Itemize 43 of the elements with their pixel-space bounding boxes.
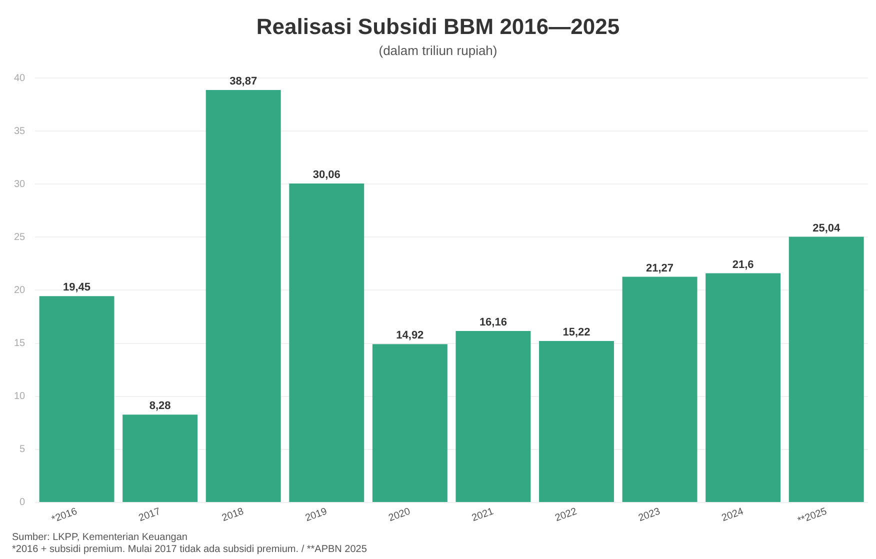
bar <box>289 183 364 502</box>
bar <box>456 330 531 502</box>
y-tick-label: 10 <box>14 391 26 402</box>
bar <box>372 344 448 502</box>
x-tick-label: 2019 <box>304 506 330 524</box>
y-tick-label: 5 <box>20 444 26 456</box>
data-label: 21,27 <box>646 262 674 274</box>
text: *2016 + subsidi premium. Mulai 2017 tidak ada subsidi premium. / **APBN 2025 <box>12 544 367 556</box>
x-tick-label: 2023 <box>637 506 662 524</box>
y-tick-label: 25 <box>14 232 26 243</box>
y-tick-label: 15 <box>14 338 26 350</box>
y-tick-label: 30 <box>14 178 26 190</box>
chart-title: Realisasi Subsidi BBM 2016—2025 <box>255 14 621 40</box>
x-tick-label: 2017 <box>137 506 162 524</box>
x-tick-label: 2021 <box>470 506 496 524</box>
data-label: 30,06 <box>312 169 340 182</box>
data-label: 19,45 <box>63 282 91 294</box>
data-label: 25,04 <box>812 222 841 234</box>
x-tick-label: 2018 <box>220 506 246 524</box>
x-tick-label: **2025 <box>796 506 829 527</box>
data-label: 38,87 <box>230 76 258 88</box>
x-tick-label: 2022 <box>554 506 579 524</box>
text: Sumber: LKPP, Kementerian Keuangan <box>12 532 188 544</box>
data-label: 16,16 <box>479 316 507 329</box>
data-label: 8,28 <box>149 400 171 412</box>
bar <box>622 276 698 502</box>
chart-subtitle: (dalam triliun rupiah) <box>378 43 498 58</box>
y-tick-label: 20 <box>14 284 26 296</box>
bar <box>39 296 114 502</box>
bar <box>706 273 781 502</box>
data-label: 14,92 <box>396 330 424 342</box>
bar <box>539 340 614 502</box>
x-tick-label: 2020 <box>387 506 412 524</box>
x-tick-label: 2024 <box>720 506 746 524</box>
x-tick-label: *2016 <box>50 506 80 526</box>
data-label: 15,22 <box>562 326 590 338</box>
data-label: 21,6 <box>732 258 754 271</box>
y-tick-label: 0 <box>20 497 26 508</box>
y-tick-label: 40 <box>14 72 26 84</box>
bar <box>206 90 281 502</box>
bar <box>122 414 198 502</box>
y-tick-label: 35 <box>14 126 26 137</box>
bar <box>788 236 864 502</box>
